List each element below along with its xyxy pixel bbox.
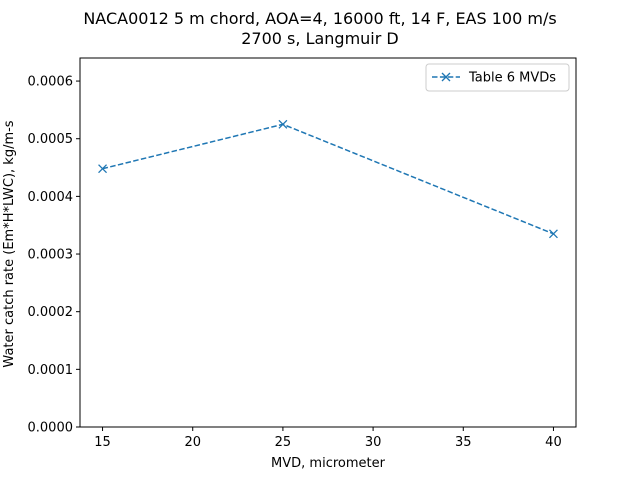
legend-marker-x-shape <box>441 72 451 82</box>
y-tick-label: 0.0001 <box>28 363 74 378</box>
y-axis-label: Water catch rate (Em*H*LWC), kg/m-s <box>2 120 17 367</box>
x-tick-label: 40 <box>545 435 562 450</box>
chart-title-line1: NACA0012 5 m chord, AOA=4, 16000 ft, 14 … <box>83 9 556 28</box>
data-point <box>278 119 288 129</box>
plot-area <box>79 57 577 428</box>
legend-marker-x <box>441 72 451 82</box>
y-tick-label: 0.0000 <box>28 421 74 436</box>
x-tick-label: 35 <box>455 435 472 450</box>
x-tick-label: 25 <box>275 435 292 450</box>
y-tick-label: 0.0003 <box>28 248 74 263</box>
legend-entry-label: Table 6 MVDs <box>468 71 556 86</box>
y-axis: 0.0000 0.0001 0.0002 0.0003 0.0004 0.0005 0.00… <box>28 75 80 436</box>
series-line <box>102 123 554 235</box>
series-layer <box>98 119 558 239</box>
legend: Table 6 MVDs <box>425 63 570 92</box>
legend-frame <box>425 63 570 92</box>
x-tick-label: 30 <box>365 435 382 450</box>
y-tick-label: 0.0006 <box>28 75 74 90</box>
x-tick-label: 15 <box>94 435 111 450</box>
chart-title-line2: 2700 s, Langmuir D <box>241 29 398 48</box>
y-tick-label: 0.0005 <box>28 132 74 147</box>
data-point <box>98 164 108 174</box>
y-tick-label: 0.0004 <box>28 190 74 205</box>
y-tick-label: 0.0002 <box>28 305 74 320</box>
x-axis-label: MVD, micrometer <box>271 456 386 471</box>
plot-frame <box>79 57 577 428</box>
x-tick-label: 20 <box>184 435 201 450</box>
x-axis: 15 20 25 30 35 40 <box>94 427 562 450</box>
data-point <box>548 229 558 239</box>
